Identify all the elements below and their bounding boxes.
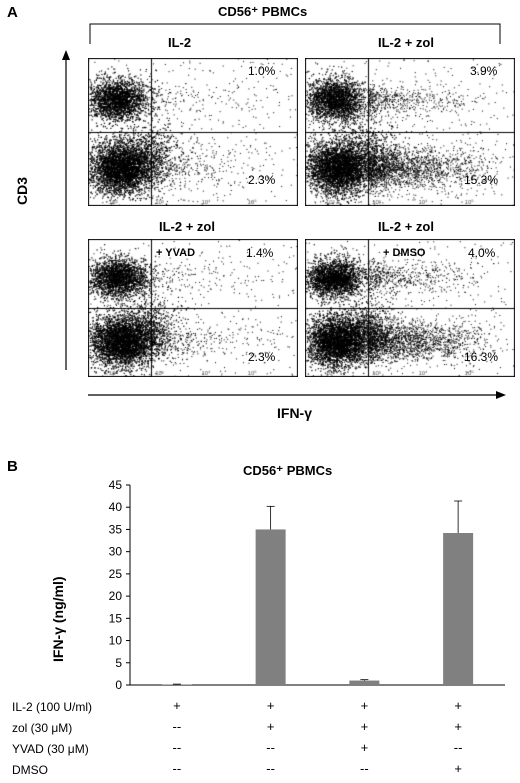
treatment-mark: --: [266, 761, 275, 776]
treatment-label: zol (30 μM): [12, 721, 73, 735]
treatment-mark: --: [453, 740, 463, 755]
treatment-mark: +: [454, 761, 462, 776]
treatment-mark: +: [173, 698, 181, 713]
treatment-mark: +: [454, 719, 462, 734]
plot4-lower-right-pct: 16.3%: [464, 350, 499, 364]
treatment-mark: --: [172, 719, 182, 734]
treatment-table: IL-2 (100 U/ml) + + + + zol (30 μM) -- + + + YVAD …: [0, 698, 520, 783]
treatment-mark: --: [360, 761, 369, 776]
plot4-upper-right-pct: 4.0%: [468, 246, 496, 260]
plot3-upper-right-pct: 1.4%: [246, 246, 274, 260]
chart-title: CD56⁺ PBMCs: [243, 463, 333, 478]
plot2-title: IL-2 + zol: [378, 35, 434, 50]
panel-a-label: A: [7, 4, 18, 21]
bar: [349, 680, 380, 685]
treatment-mark: --: [266, 740, 275, 755]
y-tick-label: 20: [109, 589, 123, 603]
plot3-title: IL-2 + zol: [159, 219, 215, 234]
treatment-mark: +: [454, 698, 462, 713]
y-tick-label: 30: [109, 545, 123, 559]
plot1-lower-right-pct: 2.3%: [248, 173, 276, 187]
plot3-condition: + YVAD: [156, 247, 196, 259]
panel-b-label: B: [7, 458, 18, 475]
y-tick-label: 5: [115, 656, 122, 670]
treatment-mark: +: [266, 698, 275, 713]
bar: [443, 533, 474, 685]
treatment-mark: --: [172, 761, 182, 776]
treatment-mark: +: [360, 719, 369, 734]
y-tick-label: 25: [109, 567, 123, 581]
plot2-lower-right-pct: 15.3%: [464, 173, 499, 187]
treatment-label: YVAD (30 μM): [12, 742, 89, 756]
y-tick-label: 10: [109, 634, 123, 648]
treatment-mark: +: [360, 698, 369, 713]
flow-plot-il2-zol-dmso: [305, 239, 515, 377]
plot2-upper-right-pct: 3.9%: [470, 64, 498, 78]
flow-plot-il2-zol-yvad: [88, 239, 298, 377]
y-tick-label: 35: [109, 522, 123, 536]
panel-a-frame: [62, 23, 506, 399]
panel-a-xlabel: IFN-γ: [277, 405, 312, 421]
bar-chart: 0 5 10 15 20 25 30 35 40 45: [109, 478, 505, 692]
treatment-label: DMSO: [12, 763, 48, 777]
plot1-title: IL-2: [168, 35, 192, 50]
flow-plot-il2: [88, 58, 298, 206]
header-bracket: [89, 23, 501, 44]
x-arrow-head: [496, 391, 506, 399]
plot4-condition: + DMSO: [383, 247, 426, 259]
flow-plot-il2-zol: [305, 58, 515, 206]
bar: [255, 529, 286, 685]
y-tick-label: 40: [109, 500, 123, 514]
plot1-upper-right-pct: 1.0%: [248, 64, 276, 78]
y-arrow-head: [62, 50, 70, 60]
y-tick-label: 45: [109, 478, 123, 492]
treatment-mark: +: [360, 740, 369, 755]
y-tick-label: 15: [109, 611, 123, 625]
y-tick-label: 0: [115, 678, 122, 692]
panel-a-header: CD56⁺ PBMCs: [218, 4, 308, 19]
plot3-lower-right-pct: 2.3%: [248, 350, 276, 364]
plot4-title: IL-2 + zol: [378, 219, 434, 234]
treatment-label: IL-2 (100 U/ml): [12, 700, 93, 714]
panel-a-ylabel: CD3: [14, 176, 30, 205]
treatment-mark: --: [172, 740, 182, 755]
treatment-mark: +: [266, 719, 275, 734]
